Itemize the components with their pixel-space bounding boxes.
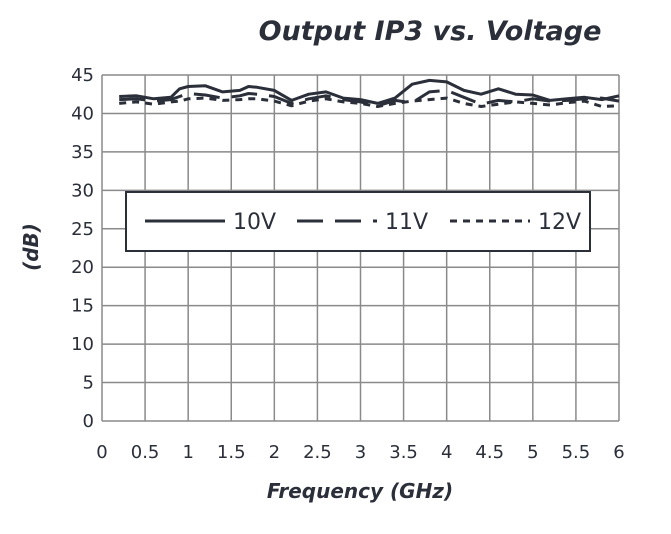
x-tick-label: 4 [441,442,452,463]
x-tick-label: 0 [96,442,107,463]
series-group [119,78,620,108]
x-tick-label: 5.5 [562,442,591,463]
x-tick-label: 5 [527,442,538,463]
y-tick-label: 20 [71,257,94,278]
y-tick-label: 25 [71,219,94,240]
y-tick-label: 10 [71,334,94,355]
x-tick-label: 6 [613,442,624,463]
legend-label-10v: 10V [233,210,276,235]
legend: 10V 11V 12V [125,191,591,252]
x-tick-label: 2.5 [303,442,332,463]
tick-labels: 0 5 10 15 20 25 30 35 40 45 0 0.5 1 1.5 2 2.5 3 3.5 4 4.5 5 5… [71,65,625,463]
x-tick-label: 0.5 [131,442,160,463]
y-tick-label: 40 [71,103,94,124]
x-tick-label: 2 [269,442,280,463]
series-line-10v [119,78,620,105]
y-tick-label: 0 [83,411,94,432]
series-line-12v [119,96,620,108]
series-line-11v [119,88,620,108]
y-tick-label: 35 [71,142,94,163]
y-axis-title: (dB) [19,223,43,271]
y-tick-label: 5 [83,373,94,394]
x-tick-label: 1 [182,442,193,463]
y-tick-label: 30 [71,180,94,201]
chart-title: Output IP3 vs. Voltage [259,16,602,47]
legend-label-11v: 11V [385,210,428,235]
y-tick-label: 45 [71,65,94,86]
x-axis-title: Frequency (GHz) [267,479,453,503]
y-tick-label: 15 [71,296,94,317]
x-tick-label: 3.5 [389,442,418,463]
legend-label-12v: 12V [538,210,581,235]
x-tick-label: 4.5 [475,442,504,463]
x-tick-label: 1.5 [217,442,246,463]
x-tick-label: 3 [355,442,366,463]
